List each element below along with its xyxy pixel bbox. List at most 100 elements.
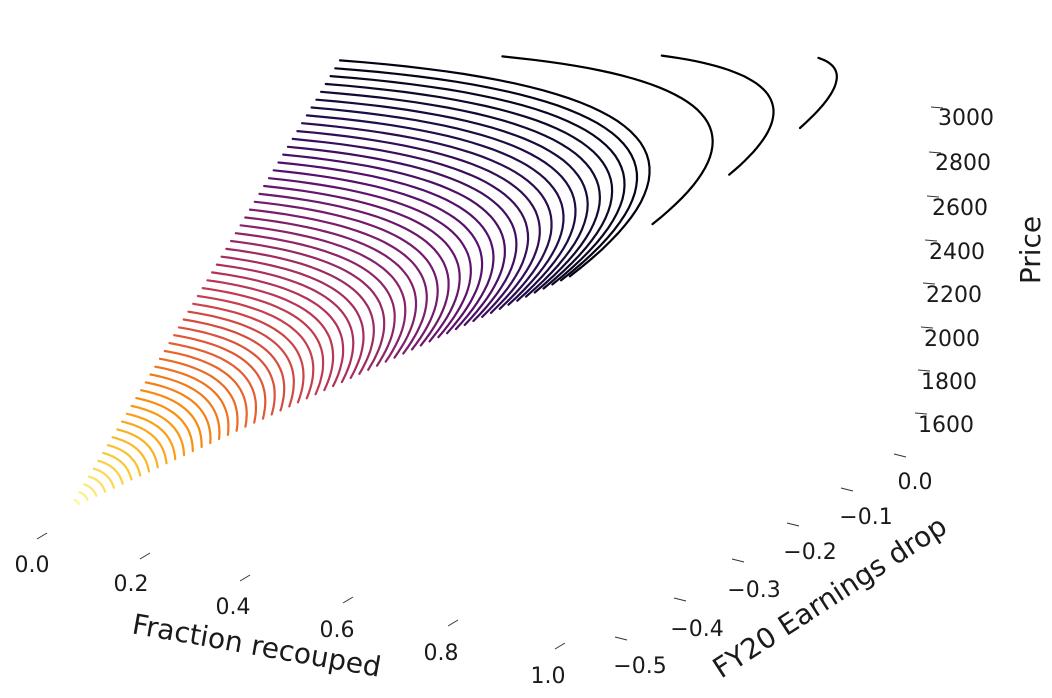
x-tick-label: 0.8 xyxy=(424,641,459,666)
series-line xyxy=(102,451,133,481)
series-line xyxy=(253,200,439,351)
series-line xyxy=(154,365,230,436)
series-line xyxy=(182,318,286,412)
y-tick-label: −0.4 xyxy=(670,617,723,642)
z-tick-label: 1800 xyxy=(921,370,977,395)
z-tick-label: 2400 xyxy=(929,240,985,265)
series-line xyxy=(78,491,89,501)
y-tick-label: −0.2 xyxy=(783,540,836,565)
series-line xyxy=(263,184,461,343)
x-tick-label: 0.2 xyxy=(114,572,149,597)
series-line xyxy=(315,98,589,298)
series-line xyxy=(196,294,315,400)
y-tick-mark xyxy=(893,453,907,458)
z-tick-mark xyxy=(917,369,931,372)
series-line xyxy=(267,177,472,339)
y-tick-label: −0.1 xyxy=(839,505,892,530)
series-line xyxy=(192,302,305,404)
z-tick-label: 2200 xyxy=(926,283,982,308)
series-line xyxy=(87,475,107,493)
series-line xyxy=(125,412,177,461)
z-tick-mark xyxy=(920,326,934,329)
series-line xyxy=(305,114,565,306)
z-tick-label: 2600 xyxy=(932,196,988,221)
z-tick-mark xyxy=(924,239,938,242)
series-line xyxy=(220,255,365,379)
series-lines-group xyxy=(73,54,838,505)
x-tick-mark xyxy=(36,532,48,540)
series-line xyxy=(201,287,325,396)
series-line xyxy=(130,404,186,457)
x-tick-mark xyxy=(139,552,151,560)
series-line xyxy=(798,56,838,130)
z-tick-mark xyxy=(930,106,944,109)
z-tick-mark xyxy=(928,151,942,154)
x-tick-label: 0.4 xyxy=(216,595,251,620)
z-axis-title: Price xyxy=(1014,216,1047,284)
series-line xyxy=(149,373,221,440)
series-line xyxy=(301,122,553,310)
series-line xyxy=(215,263,355,384)
series-line xyxy=(163,349,248,428)
series-line xyxy=(277,161,495,331)
series-line xyxy=(140,389,203,449)
z-tick-label: 3000 xyxy=(938,106,994,131)
series-line xyxy=(329,75,626,286)
series-line xyxy=(272,169,484,335)
series-line xyxy=(334,67,639,282)
series-line xyxy=(286,145,518,323)
y-tick-mark xyxy=(840,487,854,492)
series-line xyxy=(234,232,396,367)
series-line xyxy=(116,428,159,469)
series-line xyxy=(211,271,345,388)
series-line xyxy=(111,436,150,473)
z-tick-mark xyxy=(922,282,936,285)
series-line xyxy=(92,467,115,489)
y-tick-label: −0.3 xyxy=(727,578,780,603)
series-line xyxy=(660,54,775,176)
series-line xyxy=(206,279,335,392)
y-tick-label: 0.0 xyxy=(898,470,933,495)
x-tick-mark xyxy=(239,574,251,582)
series-line xyxy=(106,444,142,477)
series-line xyxy=(244,216,418,359)
x-tick-mark xyxy=(342,596,354,604)
y-tick-mark xyxy=(786,522,800,527)
x-tick-label: 0.6 xyxy=(320,618,355,643)
series-line xyxy=(225,247,375,375)
series-line xyxy=(83,483,98,497)
series-line xyxy=(324,82,614,290)
series-line xyxy=(173,334,267,420)
y-tick-mark xyxy=(731,558,745,563)
z-tick-label: 2800 xyxy=(935,151,991,176)
series-line xyxy=(144,381,212,445)
series-line xyxy=(121,420,168,465)
y-tick-label: −0.5 xyxy=(613,654,666,679)
series-line xyxy=(296,130,541,314)
series-line xyxy=(158,357,239,432)
series-line xyxy=(239,224,407,363)
series-line xyxy=(338,59,651,278)
series-line xyxy=(501,55,714,226)
x-tick-label: 0.0 xyxy=(15,553,50,578)
series-line xyxy=(291,137,530,318)
series-line xyxy=(310,106,577,302)
z-tick-mark xyxy=(914,412,928,415)
z-tick-mark xyxy=(926,195,940,198)
series-line xyxy=(177,326,276,416)
x-tick-label: 1.0 xyxy=(531,664,566,689)
series-line xyxy=(187,310,295,408)
z-tick-label: 1600 xyxy=(918,413,974,438)
series-line xyxy=(248,208,428,355)
series-line xyxy=(282,153,507,327)
series-line xyxy=(230,239,386,371)
series-line xyxy=(135,397,194,453)
y-tick-mark xyxy=(614,636,628,641)
x-tick-mark xyxy=(554,642,566,650)
series-line xyxy=(320,90,602,294)
axis-ticks-group: 0.00.20.40.60.81.00.0−0.1−0.2−0.3−0.4−0.… xyxy=(15,106,995,689)
z-tick-label: 2000 xyxy=(924,327,980,352)
x-tick-mark xyxy=(447,619,459,627)
series-line xyxy=(168,342,257,424)
series-line xyxy=(97,459,124,485)
